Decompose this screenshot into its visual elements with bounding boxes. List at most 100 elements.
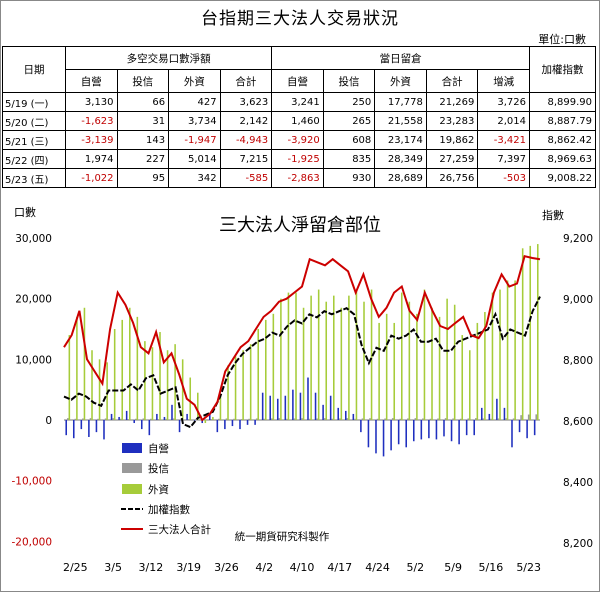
value-cell: 250: [322, 92, 376, 112]
value-cell: -3,920: [271, 130, 324, 150]
trust-bar: [429, 418, 432, 420]
dealer-bar: [125, 410, 128, 420]
foreign-bar: [159, 332, 161, 420]
trust-bar: [270, 418, 273, 420]
foreign-bar: [136, 316, 139, 420]
value-cell: -3,421: [477, 130, 530, 150]
trust-bar: [293, 418, 296, 420]
trust-bar: [134, 418, 137, 420]
trust-bar: [278, 418, 281, 420]
dealer-bar: [473, 420, 475, 436]
dealer-bar: [88, 420, 90, 437]
foreign-bar: [491, 292, 494, 420]
foreign-bar: [295, 292, 297, 420]
foreign-bar: [189, 377, 192, 420]
trust-bar: [240, 419, 243, 420]
foreign-bar: [529, 245, 532, 420]
group-header-net: 多空交易口數淨額: [64, 46, 273, 70]
summary-table: 日期 多空交易口數淨額 當日留倉 加權指數 自營 投信 外資 合計 自營 投信 外資 合計 增減…: [2, 46, 596, 188]
x-tick-label: 3/19: [176, 561, 201, 574]
trust-bar: [354, 418, 356, 420]
dealer-bar: [208, 413, 211, 420]
dealer-bar: [420, 420, 423, 440]
x-tick-label: 4/24: [365, 561, 390, 574]
trust-bar: [112, 418, 114, 420]
subheader-cell: 合計: [219, 69, 273, 93]
foreign-bar: [514, 280, 516, 420]
trust-bar: [165, 418, 167, 420]
trust-bar: [376, 418, 379, 420]
dealer-bar: [390, 420, 392, 451]
credit-text: 統一期貨研究科製作: [235, 530, 330, 543]
dealer-bar: [412, 420, 415, 442]
trust-bar: [527, 414, 530, 420]
foreign-bar: [227, 365, 229, 420]
trust-bar: [406, 418, 409, 420]
trust-bar: [301, 418, 303, 420]
date-cell: 5/23 (五): [2, 168, 66, 188]
dealer-bar: [224, 420, 226, 430]
x-tick-label: 5/2: [406, 561, 424, 574]
foreign-bar: [506, 280, 509, 420]
dealer-bar: [443, 420, 445, 437]
dealer-bar: [95, 420, 98, 433]
trust-bar: [97, 418, 99, 420]
foreign-bar: [121, 319, 124, 420]
x-tick-label: 4/10: [290, 561, 315, 574]
dealer-bar: [518, 420, 521, 433]
foreign-bar: [423, 289, 426, 420]
dealer-bar: [133, 420, 135, 424]
trust-bar: [384, 418, 386, 420]
value-cell: -1,623: [65, 111, 118, 131]
x-tick-label: 5/9: [444, 561, 462, 574]
foreign-bar: [469, 350, 471, 420]
trust-bar: [157, 419, 160, 420]
foreign-bar: [484, 312, 486, 420]
foreign-bar: [234, 356, 237, 420]
dealer-bar: [156, 413, 158, 420]
legend-swatch: [122, 463, 142, 473]
dealer-bar: [72, 420, 75, 439]
index-cell: 8,899.90: [529, 92, 596, 112]
x-tick-label: 3/26: [214, 561, 239, 574]
value-cell: 5,014: [168, 149, 221, 169]
value-cell: 19,862: [425, 130, 479, 150]
left-tick-label: -20,000: [11, 536, 52, 548]
right-tick-label: 8,800: [563, 355, 593, 367]
value-cell: 227: [116, 149, 170, 169]
dealer-bar: [65, 420, 67, 436]
subheader-cell: 外資: [168, 69, 221, 93]
value-cell: 930: [322, 168, 376, 188]
dealer-bar: [480, 407, 483, 420]
dealer-bar: [382, 420, 385, 457]
dealer-bar: [496, 398, 498, 420]
dealer-bar: [231, 420, 234, 427]
trust-bar: [218, 418, 220, 420]
value-cell: 608: [322, 130, 376, 150]
value-cell: 3,734: [168, 111, 221, 131]
trust-bar: [323, 418, 326, 420]
foreign-bar: [453, 304, 456, 420]
dealer-bar: [148, 420, 151, 436]
table-row: 5/21 (三) -3,139 143 -1,947 -4,943 -3,920 608 23…: [2, 130, 596, 150]
foreign-bar: [340, 307, 343, 420]
dealer-bar: [375, 420, 377, 454]
x-tick-label: 5/23: [516, 561, 541, 574]
foreign-bar: [83, 307, 86, 420]
foreign-bar: [249, 344, 252, 420]
right-axis-label: 指數: [542, 208, 564, 222]
trust-bar: [361, 418, 364, 420]
dealer-bar: [299, 392, 302, 420]
chart-title: 三大法人淨留倉部位: [219, 215, 381, 236]
foreign-bar: [378, 322, 380, 420]
foreign-bar: [476, 322, 479, 420]
foreign-bar: [408, 301, 411, 420]
trust-bar: [346, 418, 349, 420]
foreign-bar: [438, 316, 441, 420]
subheader-cell: 合計: [425, 69, 479, 93]
trust-bar: [82, 418, 84, 420]
x-tick-label: 5/16: [479, 561, 504, 574]
left-tick-label: 0: [45, 415, 52, 427]
x-tick-label: 3/12: [139, 561, 164, 574]
foreign-bar: [521, 248, 524, 420]
